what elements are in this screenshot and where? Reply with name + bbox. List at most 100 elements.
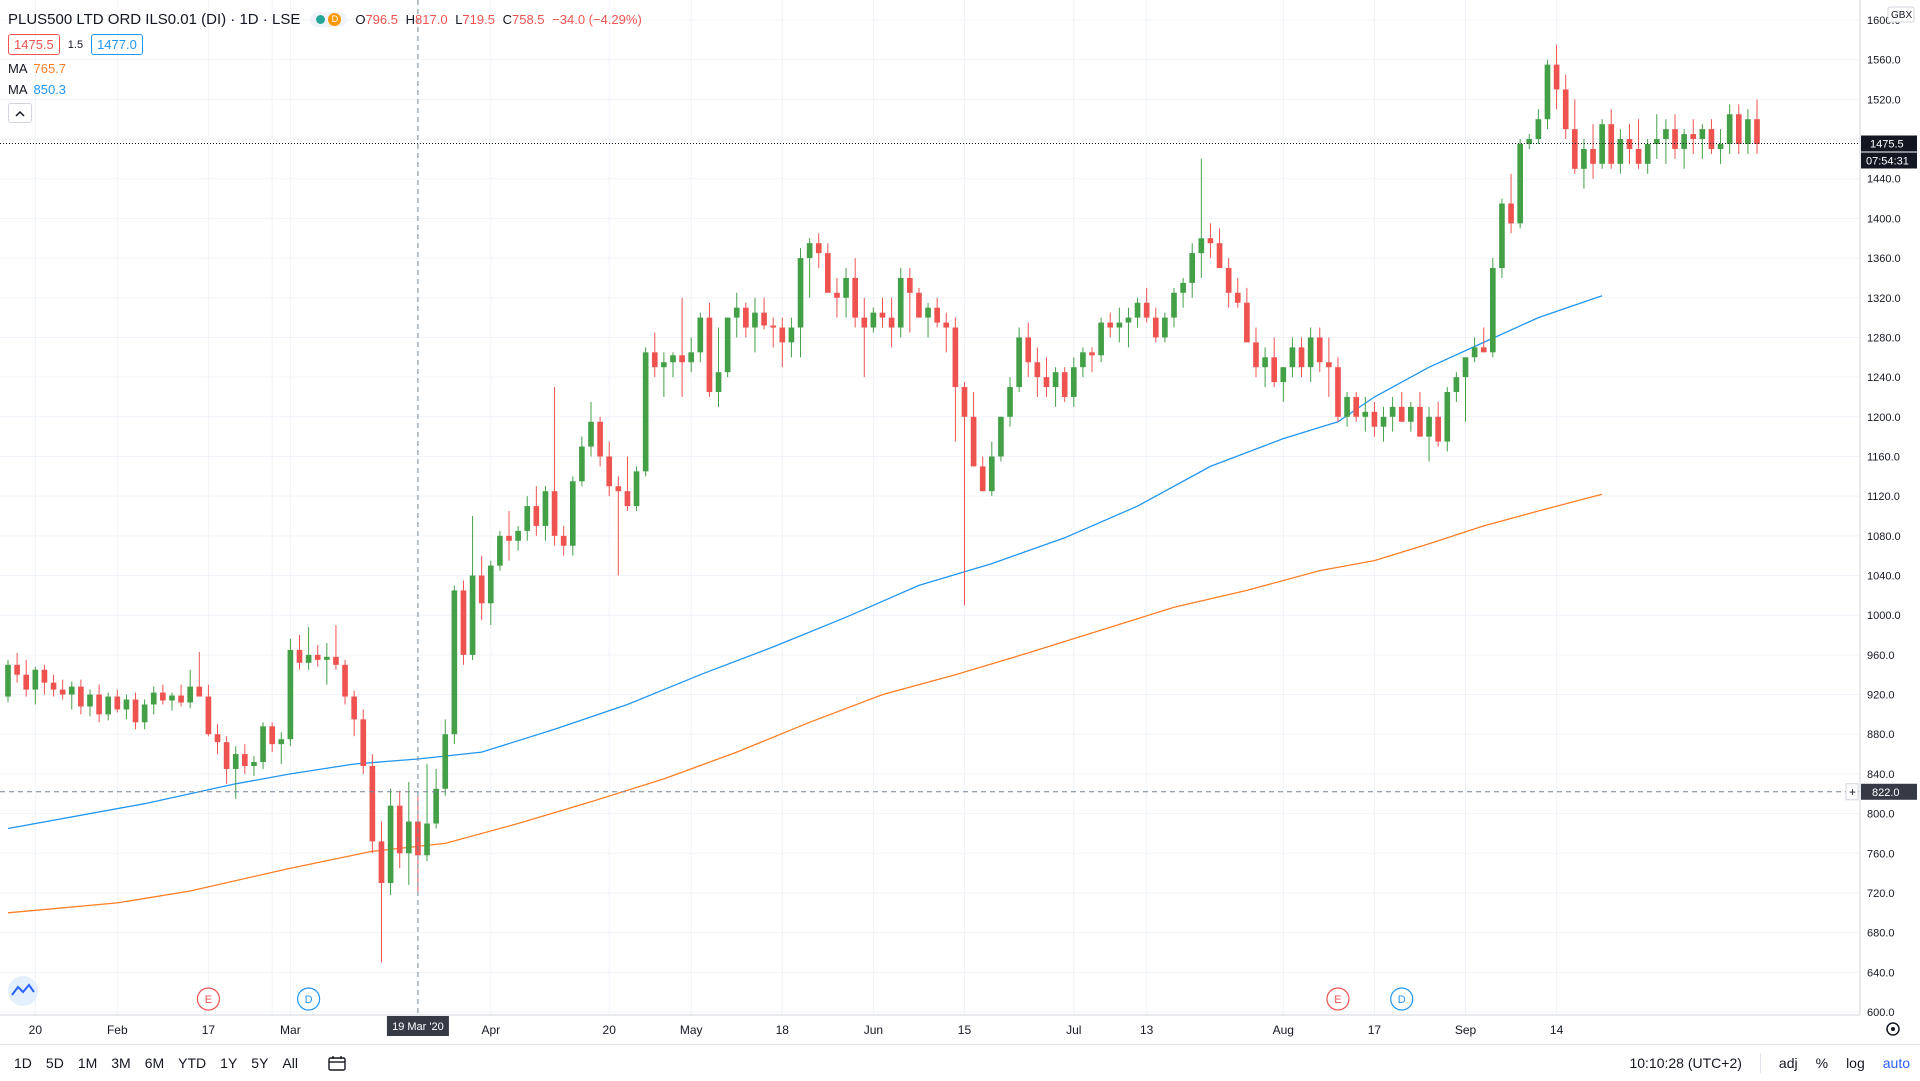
candle-body: [1262, 357, 1268, 368]
change-value: −34.0 (−4.29%): [552, 11, 642, 27]
candle-body: [169, 695, 175, 701]
earnings-marker: [1326, 987, 1350, 1011]
y-tick-label: 1440.0: [1867, 174, 1901, 186]
candle-body: [296, 649, 303, 663]
candle-body: [624, 491, 631, 507]
candle-body: [1171, 292, 1177, 318]
log-toggle[interactable]: log: [1846, 1055, 1865, 1071]
crosshair-plus-box: [1845, 783, 1859, 801]
y-tick-label: 760.0: [1867, 848, 1895, 860]
timeframe-5y[interactable]: 5Y: [251, 1055, 269, 1071]
candle-body: [1417, 406, 1423, 437]
chevron-up-icon[interactable]: [8, 103, 32, 123]
candle-body: [633, 471, 640, 507]
candle-body: [1298, 347, 1305, 368]
divider: [1759, 1053, 1761, 1073]
candle-body: [5, 664, 11, 697]
crosshair-date-box: [386, 1016, 449, 1036]
candle-body: [1681, 134, 1687, 149]
y-tick-label: 1280.0: [1867, 332, 1901, 344]
calendar-icon[interactable]: [328, 1055, 346, 1071]
clock[interactable]: 10:10:28 (UTC+2): [1629, 1055, 1742, 1071]
bid-price[interactable]: 1475.5: [8, 34, 60, 55]
countdown-box: [1861, 152, 1917, 169]
gear-icon: [1886, 1022, 1900, 1036]
market-status[interactable]: D: [310, 11, 348, 27]
x-axis: 20 Feb 17 Mar Apr 20 May 18 Jun 15 Jul 13 Aug 17 Sep 14: [0, 1014, 1860, 1037]
ohlc-values: O796.5 H817.0 L719.5 C758.5 −34.0 (−4.29…: [355, 11, 642, 27]
candle-body: [1581, 148, 1587, 169]
timeframe-1d[interactable]: 1D: [14, 1055, 32, 1071]
candle-body: [205, 696, 212, 735]
ma1-legend[interactable]: MA 765.7: [8, 61, 67, 76]
candle-body: [342, 664, 348, 697]
candle-body: [1462, 357, 1469, 378]
candle-body: [1362, 411, 1369, 417]
candle-body: [806, 243, 813, 259]
candle-body: [1043, 377, 1050, 388]
candle-body: [861, 317, 868, 328]
y-tick-label: 1520.0: [1867, 94, 1901, 106]
candle-body: [1061, 372, 1068, 397]
ma2-value: 850.3: [33, 82, 67, 97]
candle-body: [1535, 119, 1542, 140]
crosshair-price-label: 822.0: [1872, 787, 1900, 799]
timeframe-1y[interactable]: 1Y: [220, 1055, 238, 1071]
timeframe-all[interactable]: All: [282, 1055, 298, 1071]
candle-body: [797, 258, 804, 328]
candle-body: [1571, 129, 1578, 169]
candle-body: [1380, 416, 1387, 427]
candle-body: [651, 352, 658, 368]
ask-price[interactable]: 1477.0: [91, 34, 143, 55]
y-tick-label: 1200.0: [1867, 412, 1901, 424]
y-tick-label: 1160.0: [1867, 451, 1900, 463]
candle-body: [469, 575, 476, 655]
percent-toggle[interactable]: %: [1815, 1055, 1829, 1071]
x-tick-label: Aug: [1273, 1023, 1294, 1037]
candle-body: [779, 327, 786, 343]
candle-body: [1389, 406, 1396, 417]
price-chart[interactable]: E D E D 20 Feb 17 Mar Apr 20 May 18 Jun 15 Jul 13 Aug 17…: [0, 0, 1920, 1044]
bottom-toolbar: 1D 5D 1M 3M 6M YTD 1Y 5Y All 10:10:28 (UTC+2) ad…: [0, 1044, 1920, 1081]
candle-body: [743, 307, 749, 328]
crosshair-price-box: [1861, 783, 1917, 800]
candle-body: [551, 491, 558, 536]
candle-body: [324, 656, 330, 660]
candle-body: [132, 699, 139, 723]
adj-toggle[interactable]: adj: [1778, 1055, 1798, 1071]
candle-body: [424, 823, 430, 856]
auto-toggle[interactable]: auto: [1882, 1055, 1910, 1071]
candle-body: [1007, 387, 1013, 417]
candle-body: [1644, 144, 1651, 164]
symbol-title[interactable]: PLUS500 LTD ORD ILS0.01 (DI) · 1D · LSE: [8, 10, 301, 28]
candle-body: [487, 565, 494, 604]
candle-body: [1590, 148, 1596, 164]
candle-body: [961, 387, 968, 417]
y-tick-label: 1320.0: [1867, 293, 1901, 305]
ma2-legend[interactable]: MA 850.3: [8, 82, 67, 97]
candle-body: [1444, 392, 1451, 442]
timeframe-3m[interactable]: 3M: [111, 1055, 131, 1071]
candle-body: [1371, 411, 1378, 427]
candle-body: [1490, 268, 1496, 353]
candle-body: [606, 456, 613, 487]
candle-body: [351, 696, 357, 720]
candle-body: [1508, 203, 1514, 224]
timeframe-6m[interactable]: 6M: [144, 1055, 165, 1071]
timeframe-1m[interactable]: 1M: [77, 1055, 98, 1071]
candle-body: [1617, 139, 1624, 164]
candle-body: [542, 491, 549, 526]
y-tick-label: 840.0: [1867, 769, 1895, 781]
candle-body: [1480, 347, 1487, 353]
event-label: E: [1334, 994, 1341, 1006]
dividend-badge: D: [328, 12, 342, 26]
candle-body: [1471, 347, 1478, 358]
timeframe-5d[interactable]: 5D: [45, 1055, 64, 1071]
candle-body: [597, 421, 603, 457]
candle-body: [59, 689, 66, 695]
x-tick-label: 13: [1140, 1023, 1154, 1037]
timeframe-ytd[interactable]: YTD: [178, 1055, 207, 1071]
y-tick-label: 1080.0: [1867, 531, 1901, 543]
candle-body: [442, 734, 449, 789]
